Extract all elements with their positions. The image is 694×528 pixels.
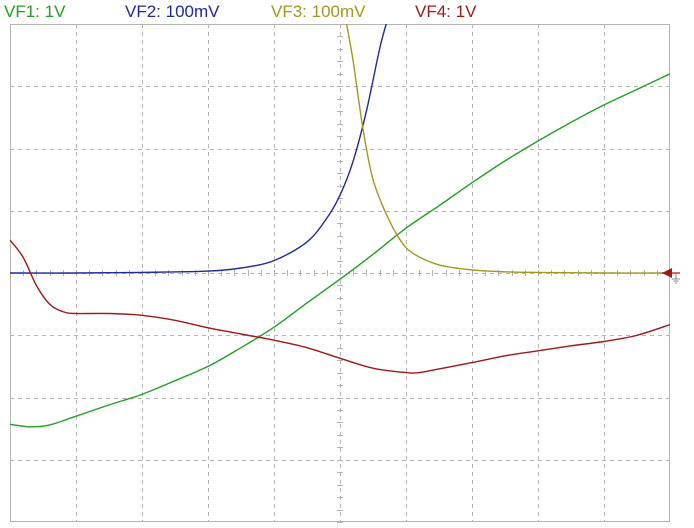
traces — [10, 24, 670, 428]
channel-legend: VF1: 1V VF2: 100mV VF3: 100mV VF4: 1V — [0, 0, 694, 24]
legend-vf4: VF4: 1V — [415, 2, 477, 21]
ground-marker-icon — [662, 268, 680, 284]
trace-vf1 — [10, 73, 670, 428]
trace-vf3 — [345, 24, 670, 274]
trace-vf4 — [10, 239, 670, 374]
marker-layer — [662, 268, 680, 284]
legend-vf1: VF1: 1V — [4, 2, 66, 21]
trace-vf2 — [10, 24, 387, 274]
legend-vf2: VF2: 100mV — [125, 2, 220, 21]
legend-vf3: VF3: 100mV — [271, 2, 366, 21]
